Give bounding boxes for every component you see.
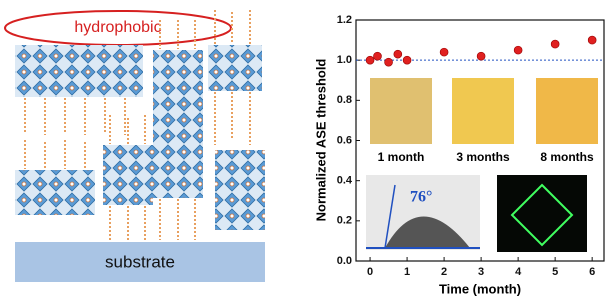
- perovskite-block: [208, 45, 262, 91]
- perovskite-block: [215, 150, 265, 230]
- annotation: 3 months: [456, 150, 510, 164]
- data-point: [551, 40, 559, 48]
- x-tick-label: 2: [441, 266, 447, 278]
- data-point: [385, 58, 393, 66]
- perovskite-block: [103, 145, 153, 205]
- y-tick-label: 0.2: [337, 215, 352, 227]
- laser-photo: [497, 175, 587, 252]
- x-tick-label: 6: [589, 266, 595, 278]
- photo: [370, 78, 432, 144]
- y-tick-label: 0.4: [337, 175, 353, 187]
- x-tick-label: 1: [404, 266, 410, 278]
- annotation: 8 months: [540, 150, 594, 164]
- x-tick-label: 0: [367, 266, 373, 278]
- data-point: [366, 56, 374, 64]
- perovskite-block: [153, 50, 203, 198]
- data-point: [373, 52, 381, 60]
- perovskite-block: [15, 170, 95, 215]
- y-tick-label: 0.0: [337, 255, 352, 267]
- x-tick-label: 3: [478, 266, 484, 278]
- chart: 1 month 3 months 8 months 76° Time (mont…: [313, 14, 604, 297]
- hydrophobic-label: hydrophobic: [74, 19, 161, 36]
- data-point: [440, 48, 448, 56]
- annotation: 76°: [410, 189, 432, 206]
- data-point: [477, 52, 485, 60]
- data-point: [514, 46, 522, 54]
- y-tick-label: 0.8: [337, 94, 352, 106]
- data-point: [588, 36, 596, 44]
- y-tick-label: 1.2: [337, 14, 352, 26]
- photo: [452, 78, 514, 144]
- photo: [536, 78, 598, 144]
- perovskite-block: [15, 45, 143, 97]
- substrate-label: substrate: [105, 252, 175, 271]
- annotation: 1 month: [378, 150, 425, 164]
- y-axis-label: Normalized ASE threshold: [313, 59, 328, 222]
- y-tick-label: 0.6: [337, 134, 352, 146]
- data-point: [403, 56, 411, 64]
- x-tick-label: 5: [552, 266, 558, 278]
- x-axis-label: Time (month): [439, 281, 521, 296]
- diagram: hydrophobic substrate: [5, 10, 265, 282]
- x-tick-label: 4: [515, 266, 522, 278]
- y-tick-label: 1.0: [337, 54, 352, 66]
- data-point: [394, 50, 402, 58]
- figure: hydrophobic substrate 1 month 3 mont: [0, 0, 609, 298]
